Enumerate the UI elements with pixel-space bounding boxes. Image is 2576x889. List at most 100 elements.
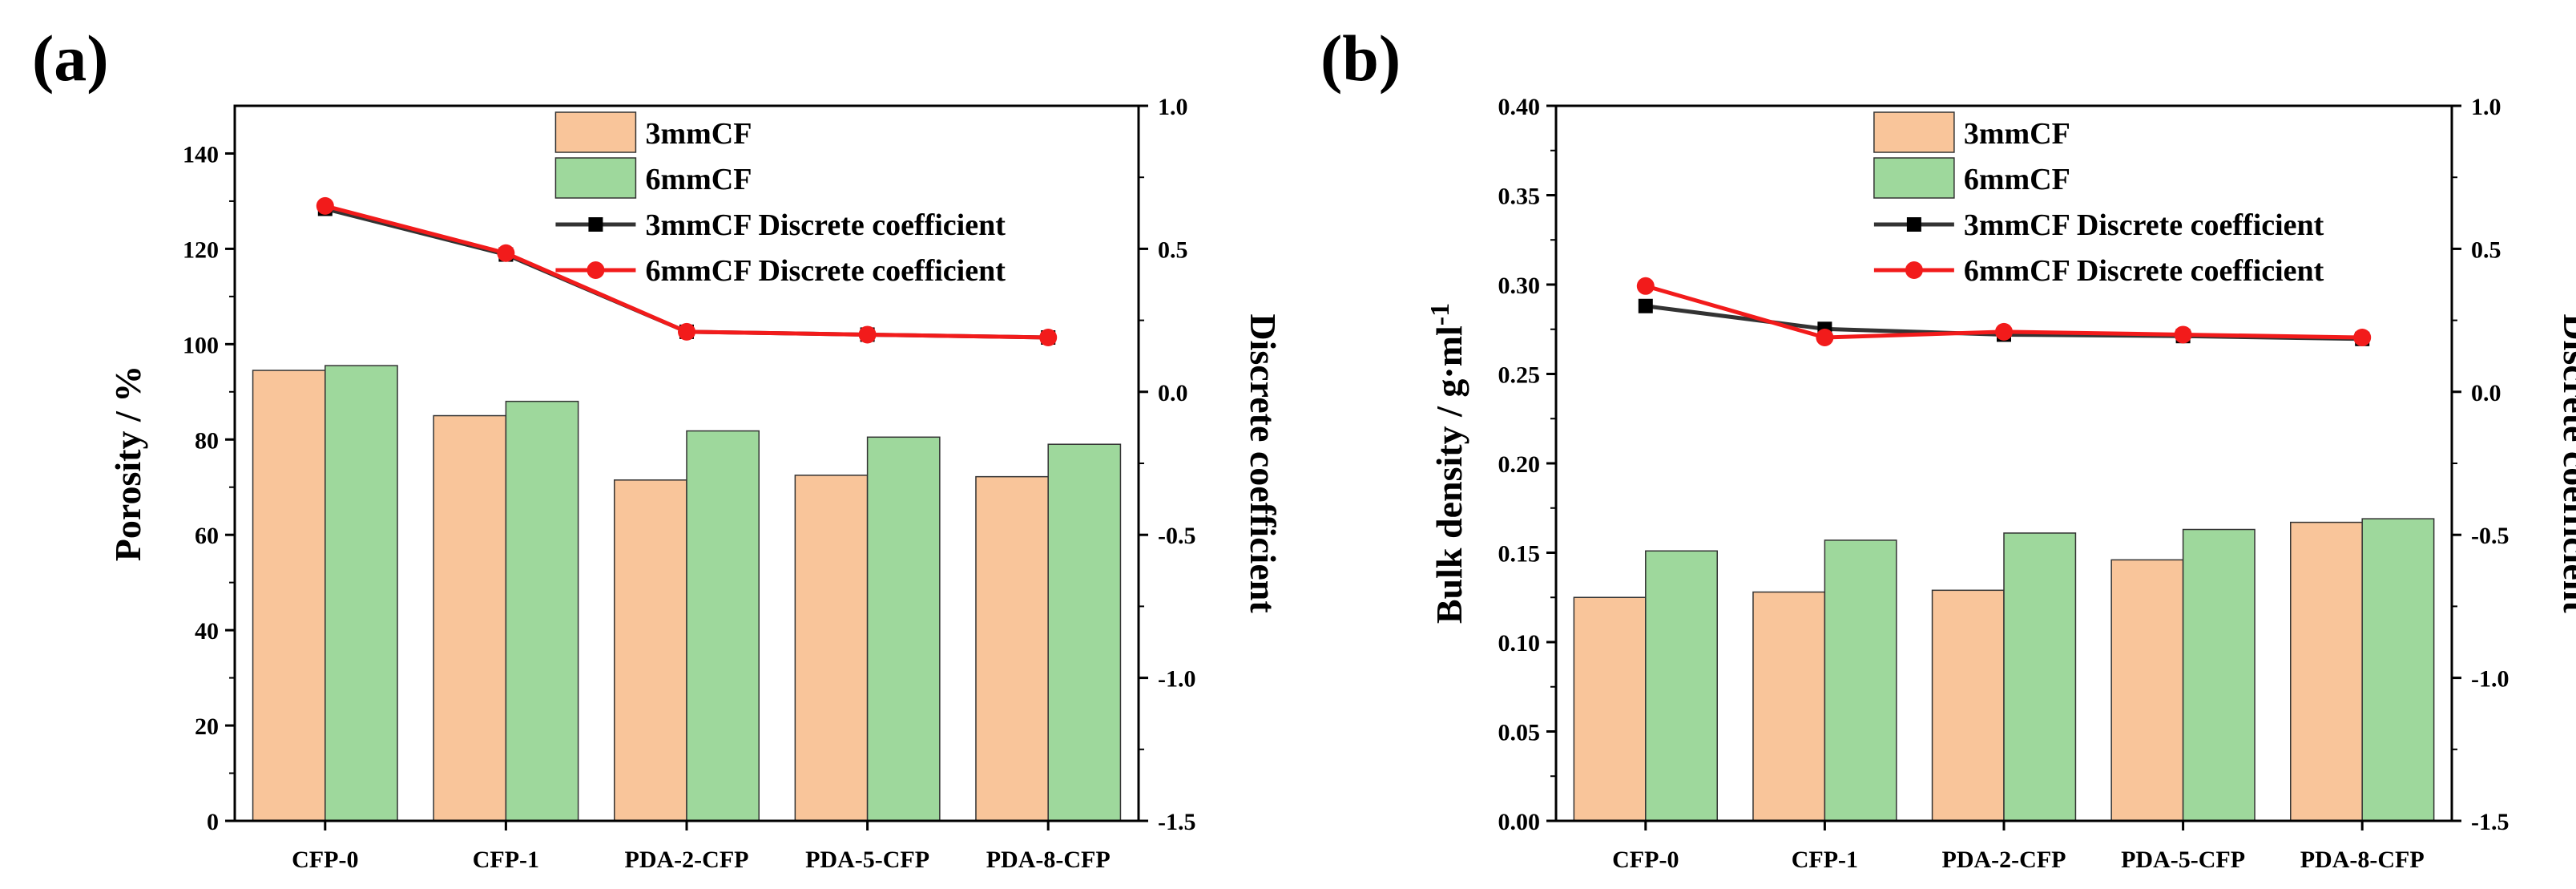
y2-tick-label: -1.0 bbox=[1158, 666, 1196, 693]
bar-3mmcf-cfp-1 bbox=[433, 414, 507, 822]
y2-tick-label: -1.5 bbox=[2471, 809, 2509, 835]
y-tick-label: 0.05 bbox=[1498, 720, 1541, 746]
y2-tick-label: 1.0 bbox=[1158, 94, 1188, 120]
marker-6mmcf-discrete-coefficient-pda-8-cfp bbox=[2353, 329, 2372, 347]
y-tick-label: 0.00 bbox=[1498, 809, 1541, 835]
y2-axis-title: Discrete coefficient bbox=[2556, 313, 2576, 613]
legend-marker bbox=[1905, 261, 1923, 279]
y-axis-title-main: Porosity / % bbox=[107, 366, 148, 561]
x-tick-label-pda-8-cfp: PDA-8-CFP bbox=[986, 847, 1111, 873]
legend-marker bbox=[588, 217, 603, 232]
y2-tick-label: 0.5 bbox=[1158, 236, 1188, 263]
y2-tick-label: 1.0 bbox=[2471, 94, 2501, 120]
marker-6mmcf-discrete-coefficient-pda-5-cfp bbox=[2174, 325, 2192, 344]
marker-6mmcf-discrete-coefficient-pda-5-cfp bbox=[858, 325, 877, 344]
x-tick-label-pda-5-cfp: PDA-5-CFP bbox=[805, 847, 929, 873]
bar-3mmcf-pda-8-cfp bbox=[975, 475, 1049, 822]
bar-3mmcf-pda-8-cfp bbox=[2290, 521, 2363, 822]
bar-3mmcf-cfp-1 bbox=[1752, 591, 1826, 822]
legend-item-3mmcf: 3mmCF bbox=[1873, 111, 2070, 153]
legend-marker bbox=[587, 261, 605, 279]
legend-swatch bbox=[554, 111, 637, 153]
legend-label: 3mmCF bbox=[1964, 117, 2070, 151]
y-axis-title-superscript: -1 bbox=[1425, 303, 1455, 325]
legend-item-6mmcf: 6mmCF bbox=[554, 157, 752, 199]
marker-6mmcf-discrete-coefficient-pda-2-cfp bbox=[1995, 322, 2013, 341]
y-tick-label: 0.20 bbox=[1498, 451, 1541, 478]
bar-6mmcf-pda-8-cfp bbox=[2361, 518, 2435, 822]
legend-item-3mmcf: 3mmCF bbox=[554, 111, 752, 153]
y-tick-label: 100 bbox=[183, 332, 219, 358]
legend-label: 6mmCF bbox=[645, 163, 752, 196]
x-tick-label-cfp-0: CFP-0 bbox=[292, 847, 358, 873]
y-tick-label: 0 bbox=[207, 809, 219, 835]
bar-6mmcf-pda-5-cfp bbox=[866, 436, 941, 822]
x-tick-label-pda-2-cfp: PDA-2-CFP bbox=[1942, 847, 2066, 873]
y-axis-title: Porosity / % bbox=[107, 366, 148, 561]
x-tick-label-cfp-0: CFP-0 bbox=[1612, 847, 1679, 873]
legend-label: 6mmCF Discrete coefficient bbox=[645, 254, 1006, 288]
bar-6mmcf-cfp-1 bbox=[505, 400, 579, 822]
legend-item-3mmcf-discrete-coefficient: 3mmCF Discrete coefficient bbox=[555, 208, 1006, 242]
bar-3mmcf-pda-5-cfp bbox=[2110, 559, 2184, 822]
bar-6mmcf-cfp-0 bbox=[325, 365, 398, 822]
y-tick-label: 120 bbox=[183, 236, 219, 263]
legend-label: 3mmCF Discrete coefficient bbox=[645, 208, 1006, 242]
bar-3mmcf-pda-2-cfp bbox=[1931, 589, 2005, 822]
y-tick-label: 0.40 bbox=[1498, 94, 1541, 120]
bar-6mmcf-cfp-1 bbox=[1824, 539, 1897, 822]
marker-6mmcf-discrete-coefficient-cfp-0 bbox=[1636, 277, 1655, 295]
bar-3mmcf-pda-5-cfp bbox=[794, 475, 869, 822]
y-tick-label: 0.15 bbox=[1498, 541, 1541, 568]
y2-tick-label: 0.5 bbox=[2471, 236, 2501, 263]
y2-tick-label: 0.0 bbox=[1158, 380, 1188, 406]
y2-tick-label: -0.5 bbox=[2471, 523, 2509, 549]
bar-3mmcf-pda-2-cfp bbox=[614, 479, 687, 822]
bar-6mmcf-pda-2-cfp bbox=[2003, 532, 2077, 822]
y-axis-title: Bulk density / g·ml-1 bbox=[1425, 303, 1469, 624]
marker-6mmcf-discrete-coefficient-pda-8-cfp bbox=[1039, 329, 1058, 347]
marker-3mmcf-discrete-coefficient-cfp-0 bbox=[1638, 298, 1653, 313]
y-axis-title-main: Bulk density / g·ml bbox=[1429, 325, 1469, 624]
y2-tick-label: -0.5 bbox=[1158, 523, 1196, 549]
x-tick-label-cfp-1: CFP-1 bbox=[1792, 847, 1858, 873]
marker-6mmcf-discrete-coefficient-pda-2-cfp bbox=[678, 322, 695, 341]
marker-6mmcf-discrete-coefficient-cfp-0 bbox=[316, 196, 334, 215]
x-tick-label-pda-2-cfp: PDA-2-CFP bbox=[625, 847, 749, 873]
x-tick-label-pda-8-cfp: PDA-8-CFP bbox=[2300, 847, 2425, 873]
legend-label: 6mmCF bbox=[1964, 163, 2070, 196]
legend-swatch bbox=[1873, 111, 1955, 153]
legend-item-3mmcf-discrete-coefficient: 3mmCF Discrete coefficient bbox=[1873, 208, 2324, 242]
y-tick-label: 20 bbox=[195, 713, 219, 740]
x-tick-label-cfp-1: CFP-1 bbox=[473, 847, 539, 873]
panel-label: (a) bbox=[32, 22, 109, 95]
y-tick-label: 60 bbox=[195, 523, 219, 549]
y-tick-label: 0.25 bbox=[1498, 362, 1541, 389]
legend-label: 6mmCF Discrete coefficient bbox=[1964, 254, 2324, 288]
bar-6mmcf-cfp-0 bbox=[1645, 550, 1718, 822]
legend-swatch bbox=[554, 157, 637, 199]
legend-item-6mmcf-discrete-coefficient: 6mmCF Discrete coefficient bbox=[555, 254, 1006, 288]
chart-panel-a: (a) 0 20 40 60 80 100 120 140 -1.5 -1.0 -0.5 0.0 0.5 1… bbox=[32, 22, 1284, 873]
y-tick-label: 80 bbox=[195, 427, 219, 454]
bar-3mmcf-cfp-0 bbox=[1573, 596, 1647, 822]
y2-tick-label: -1.5 bbox=[1158, 809, 1196, 835]
bar-6mmcf-pda-5-cfp bbox=[2182, 528, 2256, 822]
marker-6mmcf-discrete-coefficient-cfp-1 bbox=[497, 244, 515, 262]
chart-panel-b: (b) 0.00 0.05 0.10 0.15 0.20 0.25 0.30 0.35 0.40 -… bbox=[1320, 22, 2576, 873]
legend-marker bbox=[1906, 217, 1921, 232]
y-tick-label: 0.35 bbox=[1498, 184, 1541, 210]
legend-label: 3mmCF Discrete coefficient bbox=[1964, 208, 2324, 242]
y-tick-label: 140 bbox=[183, 141, 219, 168]
y2-tick-label: -1.0 bbox=[2471, 666, 2509, 693]
marker-6mmcf-discrete-coefficient-cfp-1 bbox=[1816, 329, 1834, 347]
panel-label: (b) bbox=[1320, 22, 1401, 95]
y2-tick-label: 0.0 bbox=[2471, 380, 2501, 406]
y-tick-label: 0.10 bbox=[1498, 630, 1541, 657]
legend-item-6mmcf: 6mmCF bbox=[1873, 157, 2070, 199]
bar-6mmcf-pda-2-cfp bbox=[686, 430, 760, 822]
legend-swatch bbox=[1873, 157, 1955, 199]
y-tick-label: 40 bbox=[195, 618, 219, 645]
y2-axis-title: Discrete coefficient bbox=[1243, 313, 1284, 613]
